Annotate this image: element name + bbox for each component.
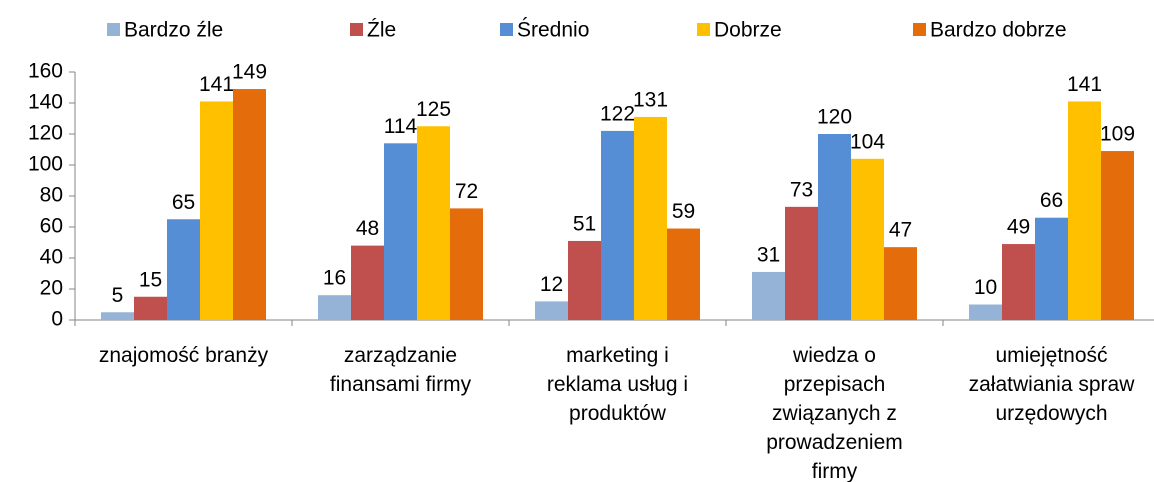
value-label: 16 [323,267,346,290]
value-label: 59 [672,200,695,223]
value-label: 5 [112,284,124,307]
legend-label: Źle [367,19,396,42]
x-tick-label-line: finansami firmy [330,373,472,396]
value-label: 120 [817,106,852,129]
legend-label: Bardzo dobrze [930,19,1067,42]
bar [134,296,167,320]
x-tick-label-line: reklama usług i [547,373,688,396]
bar [818,134,851,320]
bar [535,301,568,320]
y-tick-label: 80 [40,184,63,207]
bar [233,89,266,320]
bar [167,219,200,320]
legend-swatch [500,23,513,36]
bar [1002,244,1035,320]
value-label: 10 [974,276,997,299]
value-label: 122 [600,102,635,125]
bar [752,271,785,320]
legend-label: Średnio [517,18,589,42]
y-tick-label: 140 [28,91,63,114]
value-label: 12 [540,273,563,296]
value-label: 72 [455,180,478,203]
y-tick-label: 40 [40,246,63,269]
bar [667,228,700,320]
value-label: 49 [1007,216,1030,239]
legend-label: Dobrze [714,19,782,42]
bar [101,312,134,320]
y-tick-label: 60 [40,215,63,238]
x-tick-label: zarządzanie finansami firmy [330,344,472,396]
bar [634,116,667,320]
legend-label: Bardzo źle [124,19,223,42]
bar [318,295,351,320]
value-label: 65 [172,191,195,214]
x-tick-label: znajomość branży [99,344,269,367]
bar [450,208,483,320]
y-tick-label: 0 [51,308,63,331]
x-tick-label-line: firmy [812,460,858,482]
value-label: 114 [384,115,418,138]
legend-swatch [107,23,120,36]
x-tick-label-line: prowadzeniem [766,431,903,454]
x-tick-label-line: zarządzanie [344,344,457,367]
value-label: 109 [1100,123,1135,146]
legend-swatch [697,23,710,36]
value-label: 15 [139,268,162,291]
x-tick-label-line: urzędowych [995,402,1107,425]
value-label: 51 [573,212,596,235]
bar [1068,101,1101,320]
value-label: 48 [356,217,379,240]
y-tick-label: 100 [28,153,63,176]
bar [785,206,818,320]
value-label: 104 [850,130,885,153]
bar [851,158,884,320]
value-label: 141 [1067,73,1102,96]
x-tick-label-line: związanych z [772,402,897,425]
bar [884,247,917,320]
x-tick-label: wiedza o przepisach związanych z prowadzeni… [766,344,903,482]
legend-swatch [913,23,926,36]
value-label: 131 [633,88,668,111]
value-label: 141 [199,73,234,96]
y-tick-label: 120 [28,122,63,145]
bar [384,143,417,320]
x-tick-label: marketing i reklama usług i produktów [547,344,688,425]
y-tick-label: 160 [28,60,63,83]
bar [601,130,634,320]
value-label: 73 [790,178,813,201]
x-tick-label-line: znajomość branży [99,344,269,367]
x-tick-label-line: załatwiania spraw [969,373,1136,396]
bar [351,245,384,320]
bar [200,101,233,320]
bar [969,304,1002,320]
x-tick-label-line: produktów [569,402,667,425]
legend-swatch [350,23,363,36]
value-label: 66 [1040,189,1063,212]
value-label: 47 [889,219,912,242]
x-tick-label-line: przepisach [784,373,886,396]
bar [417,126,450,320]
x-tick-label-line: wiedza o [792,344,876,367]
x-tick-label-line: umiejętność [995,344,1107,367]
bar [568,240,601,320]
y-tick-label: 20 [40,277,63,300]
x-tick-label: umiejętność załatwiania spraw urzędowych [969,344,1136,425]
bar [1101,151,1134,320]
value-label: 149 [232,61,267,84]
x-tick-label-line: marketing i [566,344,669,367]
value-label: 31 [757,243,780,266]
bar [1035,217,1068,320]
value-label: 125 [416,98,451,121]
